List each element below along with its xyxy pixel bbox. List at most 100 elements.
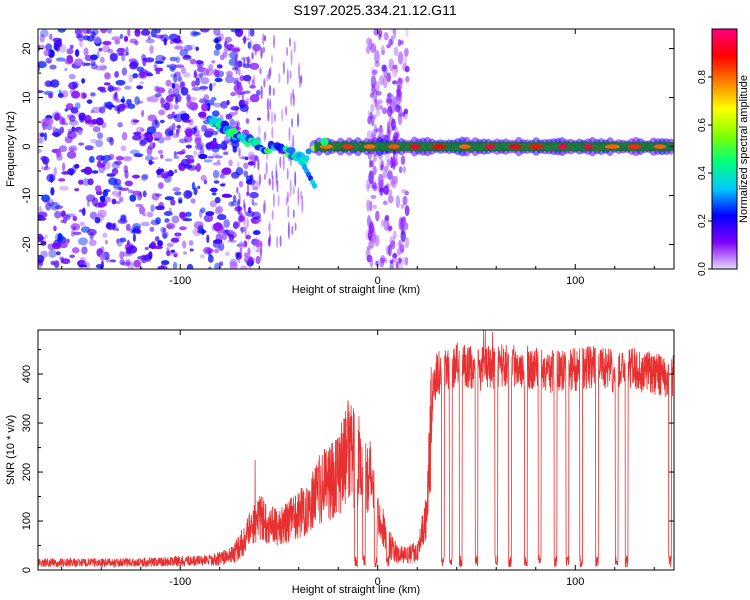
heatmap-cell <box>173 151 177 157</box>
heatmap-cell <box>45 43 53 51</box>
heatmap-cell <box>77 33 85 42</box>
figure-title: S197.2025.334.21.12.G11 <box>293 2 457 18</box>
heatmap-cell <box>286 46 289 57</box>
heatmap-cell <box>248 256 252 268</box>
colorbar <box>711 28 738 270</box>
heatmap-cell <box>59 185 69 191</box>
heatmap-cell <box>70 223 81 231</box>
heatmap-cell <box>182 119 192 123</box>
heatmap-cell <box>263 200 266 213</box>
heatmap-cell <box>294 170 297 188</box>
heatmap-cell <box>247 55 250 68</box>
heatmap-cell <box>271 110 273 126</box>
heatmap-cell <box>222 231 228 241</box>
heatmap-cell <box>198 72 204 78</box>
heatmap-cell <box>132 119 140 123</box>
heatmap-cell <box>397 39 402 47</box>
heatmap-cell <box>105 196 111 203</box>
heatmap-cell <box>119 187 130 192</box>
heatmap-cell <box>213 49 220 56</box>
heatmap-cell <box>83 47 89 57</box>
heatmap-cell <box>400 155 406 166</box>
heatmap-cell <box>114 39 121 45</box>
heatmap-cell <box>604 144 621 149</box>
heatmap-cell <box>239 75 245 82</box>
heatmap-cell <box>74 58 84 67</box>
heatmap-cell <box>190 198 196 204</box>
heatmap-cell <box>431 144 447 149</box>
heatmap-cell <box>221 193 232 198</box>
heatmap-cell <box>114 97 119 102</box>
snr-ylabel: SNR (10 * v/v) <box>5 415 17 485</box>
heatmap-cell <box>189 248 194 252</box>
heatmap-cell <box>193 150 198 157</box>
heatmap-cell <box>371 180 377 189</box>
heatmap-cell <box>174 96 179 105</box>
heatmap-cell <box>44 234 49 239</box>
heatmap-cell <box>189 155 194 160</box>
heatmap-cell <box>199 254 206 259</box>
heatmap-cell <box>366 37 372 47</box>
heatmap-cell <box>166 242 174 248</box>
heatmap-cell <box>391 29 397 34</box>
heatmap-cell <box>92 126 101 133</box>
heatmap-cell <box>78 237 88 246</box>
heatmap-cell <box>400 203 405 209</box>
heatmap-cell <box>48 33 53 40</box>
heatmap-cell <box>53 225 57 232</box>
heatmap-cell <box>272 192 275 208</box>
heatmap-cell <box>90 63 98 70</box>
heatmap-cell <box>370 194 377 200</box>
heatmap-cell <box>402 166 406 174</box>
heatmap-cell <box>72 164 77 174</box>
heatmap-cell <box>182 218 193 222</box>
heatmap-cell <box>156 174 161 178</box>
heatmap-cell <box>240 211 243 223</box>
heatmap-cell <box>141 54 147 61</box>
heatmap-cell <box>120 214 127 221</box>
heatmap-cell <box>160 97 165 105</box>
heatmap-cell <box>305 148 312 155</box>
heatmap-cell <box>289 179 292 198</box>
heatmap-cell <box>231 48 241 53</box>
heatmap-cell <box>290 48 293 66</box>
heatmap-cell <box>392 253 398 258</box>
heatmap-cell <box>263 147 273 155</box>
heatmap-cell <box>243 58 246 68</box>
heatmap-cell <box>370 103 375 113</box>
heatmap-cell <box>43 117 54 127</box>
heatmap-cell <box>370 160 374 168</box>
heatmap-cell <box>155 70 161 75</box>
heatmap-cell <box>377 99 383 105</box>
heatmap-cell <box>238 218 241 228</box>
heatmap-cell <box>219 174 224 178</box>
heatmap-cell <box>404 65 410 73</box>
heatmap-cell <box>140 29 151 36</box>
heatmap-cell <box>54 232 64 242</box>
heatmap-cell <box>115 79 126 86</box>
heatmap-cell <box>168 125 174 130</box>
heatmap-cell <box>392 64 398 70</box>
heatmap-cell <box>129 38 138 44</box>
heatmap-cell <box>127 189 134 194</box>
heatmap-cell <box>169 56 178 62</box>
heatmap-cell <box>218 242 225 252</box>
heatmap-cell <box>170 249 176 254</box>
heatmap-cell <box>86 99 93 104</box>
heatmap-cell <box>134 96 140 106</box>
heatmap-cell <box>58 89 62 97</box>
heatmap-cell <box>393 175 399 185</box>
heatmap-cell <box>387 170 393 181</box>
heatmap-cell <box>124 85 132 90</box>
heatmap-cell <box>245 118 250 124</box>
heatmap-cell <box>84 119 93 125</box>
heatmap-cell <box>99 64 107 72</box>
heatmap-cell <box>38 60 47 69</box>
heatmap-cell <box>267 237 271 247</box>
heatmap-cell <box>374 60 381 68</box>
heatmap-cell <box>232 194 237 203</box>
heatmap-cell <box>397 51 404 65</box>
heatmap-cell <box>627 144 642 149</box>
heatmap-cell <box>197 185 201 190</box>
heatmap-cell <box>155 193 162 197</box>
